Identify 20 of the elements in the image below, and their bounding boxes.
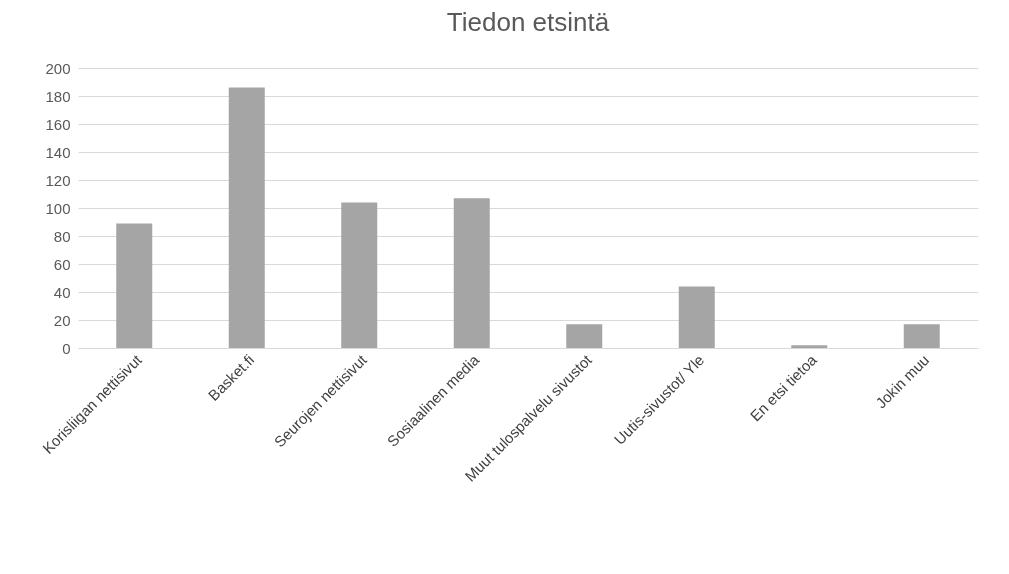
y-tick-label: 100 (45, 199, 71, 217)
bar (453, 198, 490, 348)
y-tick-label: 120 (45, 171, 71, 189)
bar (116, 223, 153, 348)
bar (791, 345, 828, 348)
y-tick-label: 80 (53, 227, 71, 245)
y-tick-label: 20 (53, 311, 71, 329)
chart-title: Tiedon etsintä (446, 7, 610, 37)
bar (566, 324, 603, 348)
y-tick-label: 0 (62, 339, 71, 357)
bar (903, 324, 940, 348)
bar (678, 286, 715, 348)
y-tick-label: 180 (45, 87, 71, 105)
y-tick-label: 60 (53, 255, 71, 273)
y-tick-label: 40 (53, 283, 71, 301)
bar (228, 87, 265, 348)
y-tick-label: 160 (45, 115, 71, 133)
bar (341, 202, 378, 348)
y-tick-label: 140 (45, 143, 71, 161)
y-tick-label: 200 (45, 59, 71, 77)
